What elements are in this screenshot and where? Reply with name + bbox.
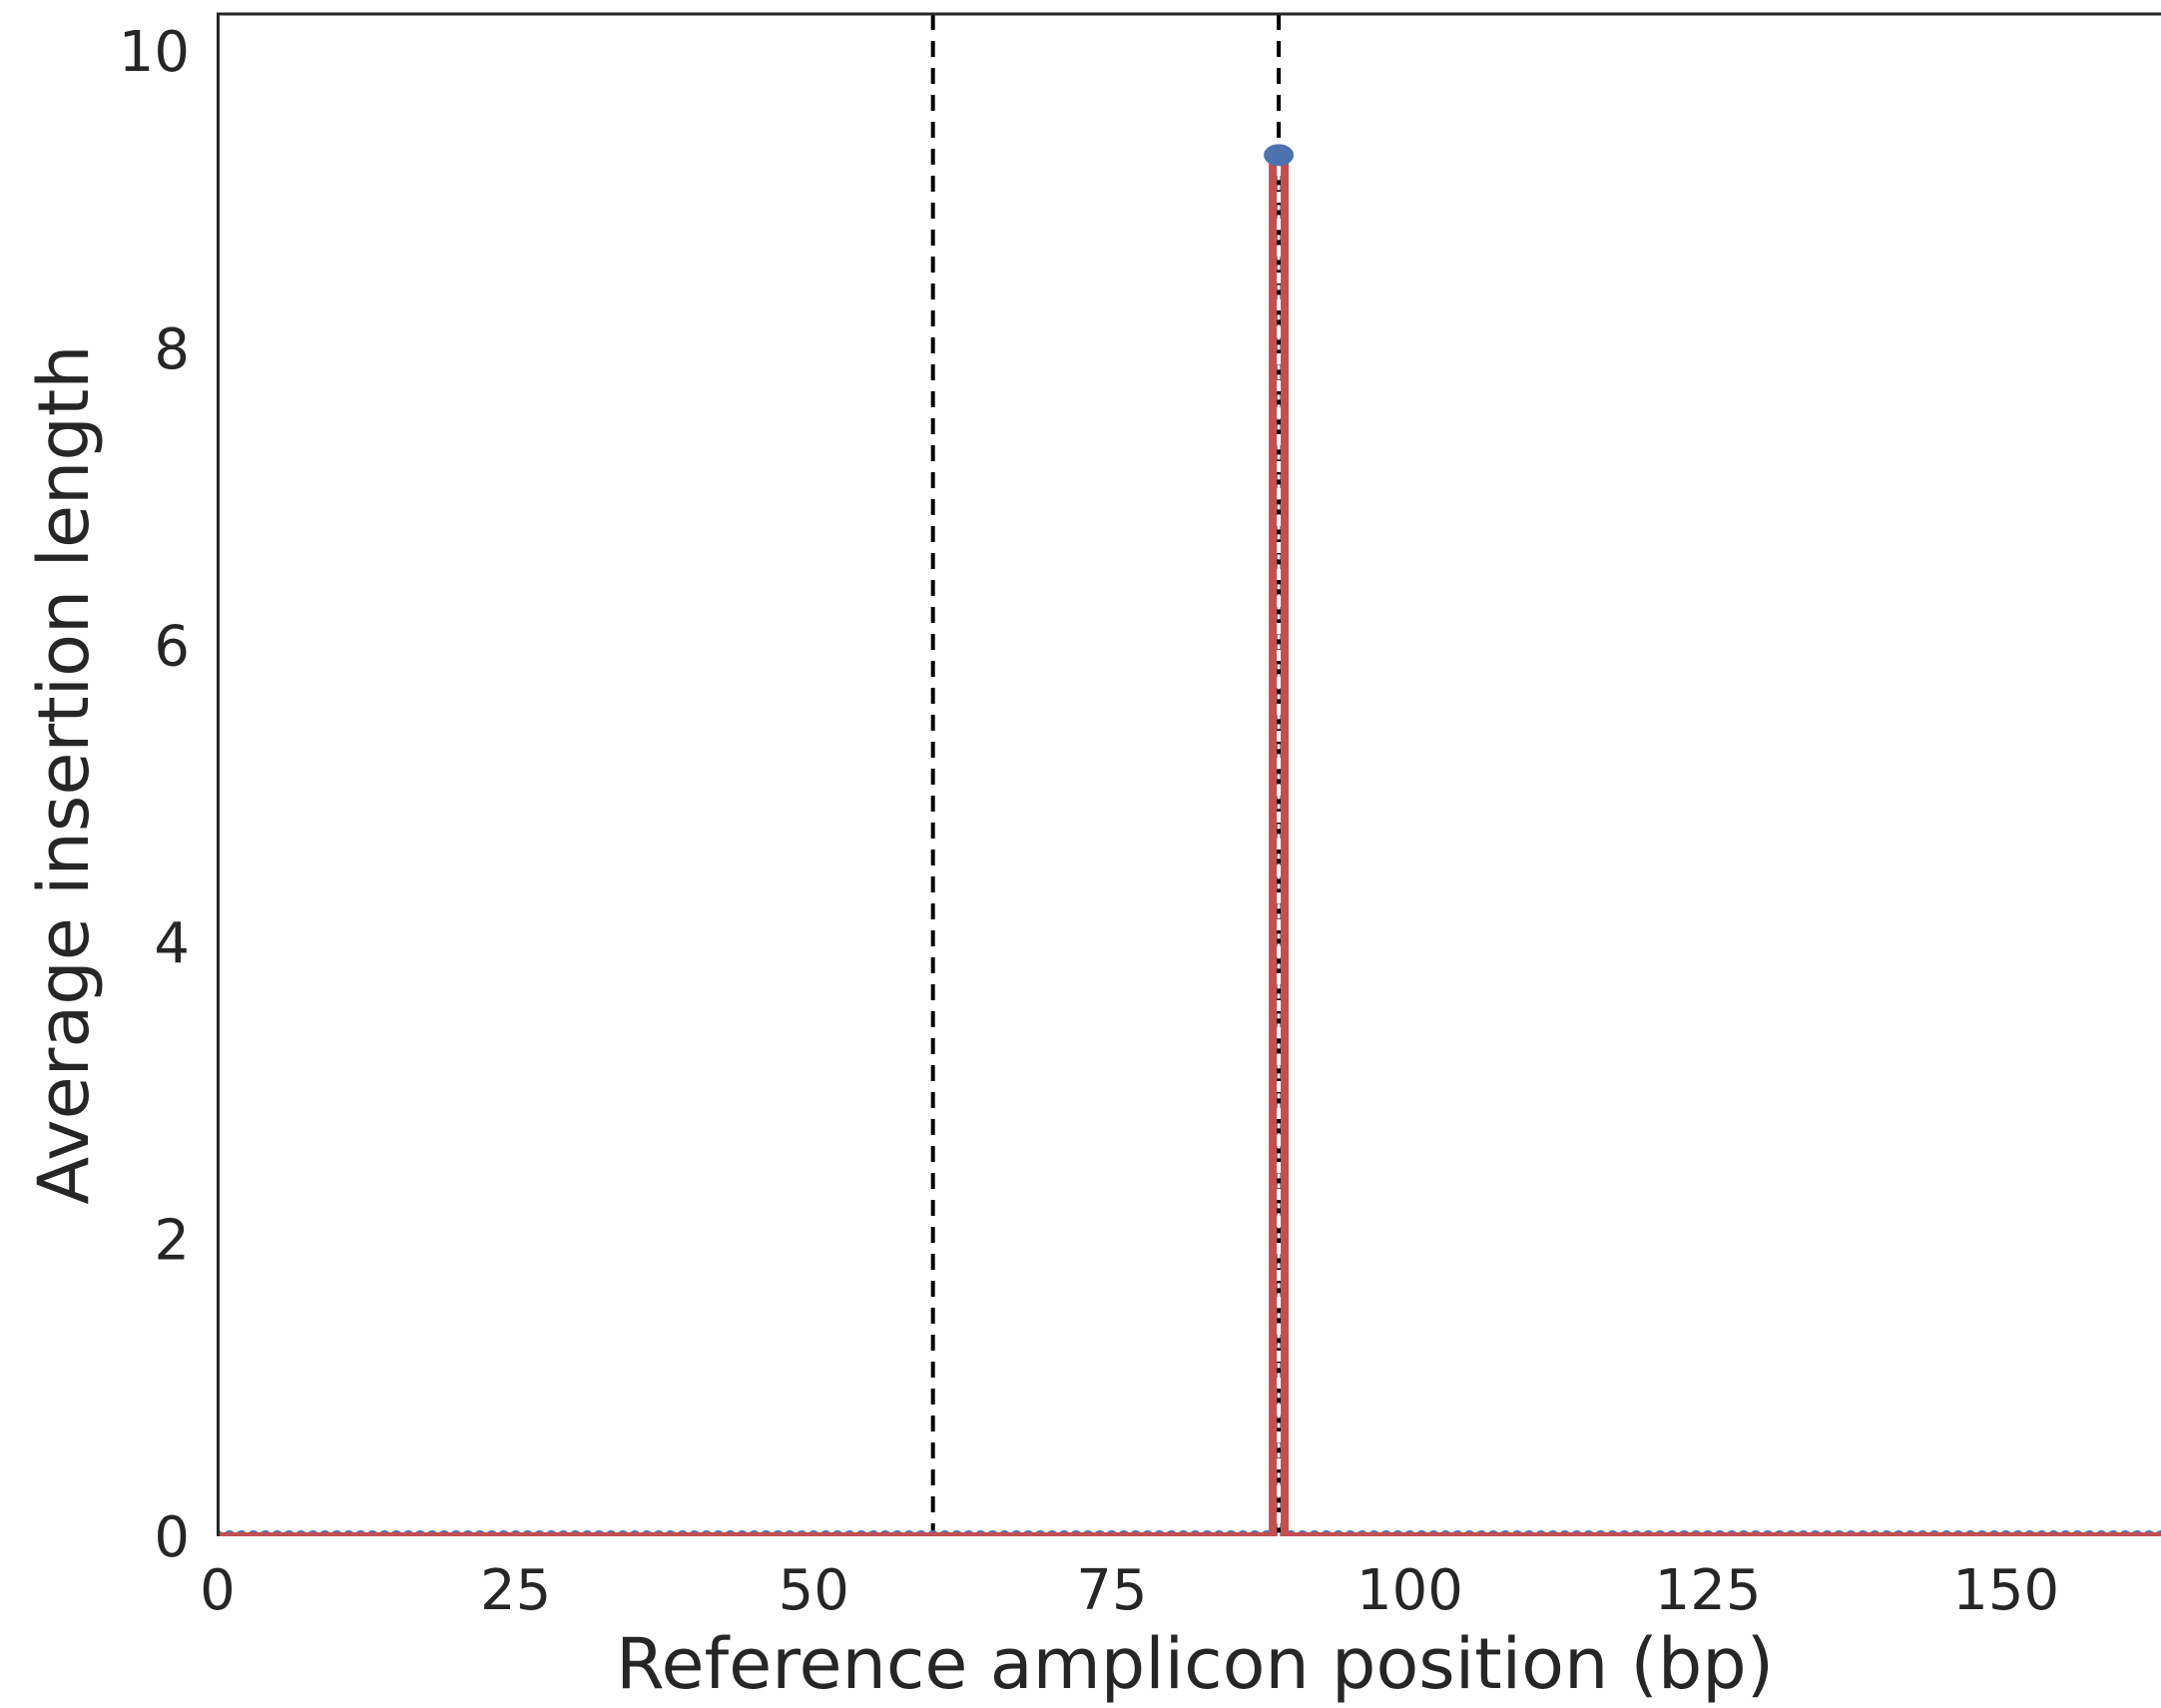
y-tick-label: 6	[154, 614, 190, 679]
y-axis-ticks: 0 2 4 6 8 10	[119, 20, 190, 1570]
y-tick-label: 8	[154, 317, 190, 382]
x-tick-label: 50	[779, 1558, 849, 1623]
x-tick-label: 25	[480, 1558, 551, 1623]
y-tick-label: 0	[154, 1505, 190, 1570]
spike-point	[1264, 144, 1295, 167]
y-tick-label: 4	[154, 911, 190, 976]
y-axis-title: Average insertion length	[23, 344, 105, 1204]
y-tick-label: 2	[154, 1208, 190, 1273]
x-tick-label: 75	[1076, 1558, 1147, 1623]
y-tick-label: 10	[119, 20, 190, 85]
x-tick-label: 0	[200, 1558, 236, 1623]
x-axis-title: Reference amplicon position (bp)	[616, 1623, 1774, 1705]
x-tick-label: 150	[1952, 1558, 2059, 1623]
plot-area	[217, 14, 2161, 1536]
x-axis-ticks: 0 25 50 75 100 125 150	[200, 1558, 2059, 1623]
x-tick-label: 100	[1356, 1558, 1463, 1623]
series-line	[217, 151, 2161, 1536]
x-tick-label: 125	[1655, 1558, 1762, 1623]
